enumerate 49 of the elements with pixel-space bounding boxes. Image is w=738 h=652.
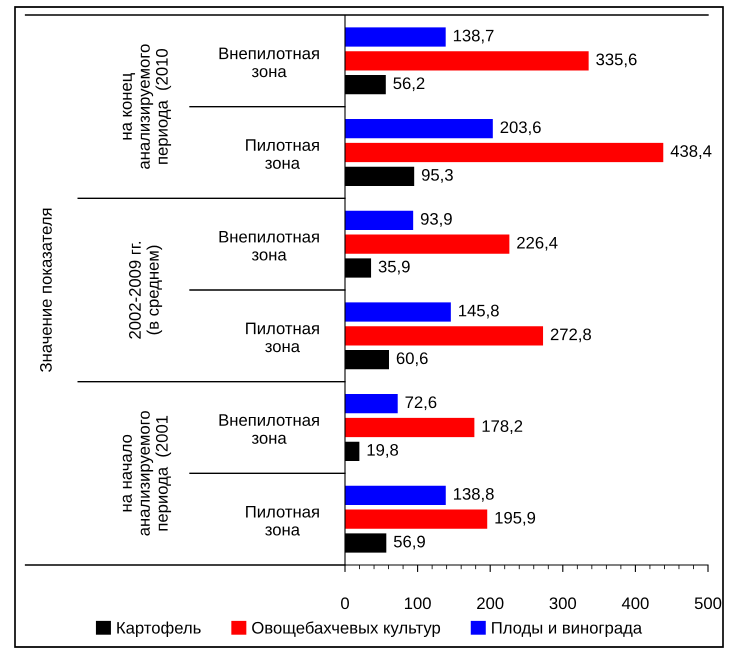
y-tick-label: Пилотная зона <box>246 322 319 352</box>
y-tick-label: Пилотная зона <box>246 506 319 536</box>
y-tick-label: Внепилотная зона <box>220 414 319 444</box>
data-label: 272,8 <box>550 328 591 342</box>
text: на конец анализируемого периода (2010 <box>122 44 172 169</box>
data-label: 178,2 <box>482 420 522 434</box>
data-label: 138,8 <box>454 488 494 502</box>
bar <box>345 27 446 47</box>
x-tick-label: 100 <box>404 597 431 610</box>
x-tick-label: 400 <box>622 597 649 610</box>
data-label: 19,8 <box>368 444 398 458</box>
bar <box>345 394 398 414</box>
x-tick-label: 200 <box>477 597 504 610</box>
bar <box>345 486 446 505</box>
legend-label: Картофель <box>117 621 201 637</box>
bar <box>345 326 544 346</box>
data-label: 195,9 <box>495 512 536 526</box>
data-label: 60,6 <box>396 352 428 366</box>
data-label: 145,8 <box>459 304 499 318</box>
text: на начало анализируемого периода (2001 <box>122 411 172 536</box>
bar <box>345 234 510 254</box>
y-tick-label: Внепилотная зона <box>220 48 319 78</box>
data-label: 138,7 <box>454 30 494 44</box>
legend-label: Плоды и винограда <box>492 622 642 637</box>
y-tick-label: Внепилотная зона <box>220 230 319 261</box>
data-label: 226,4 <box>517 236 558 251</box>
data-label: 95,3 <box>422 169 453 183</box>
data-label: 438,4 <box>670 145 712 159</box>
data-label: 56,2 <box>393 77 424 92</box>
text: 2002-2009 гг. (в среднем) <box>129 242 162 339</box>
legend-label: Овощебахчевых культур <box>252 621 440 637</box>
bar <box>345 418 474 438</box>
data-label: 35,9 <box>378 260 410 274</box>
bar <box>345 210 414 230</box>
bar <box>345 302 451 322</box>
data-label: 56,9 <box>394 536 425 550</box>
data-label: 93,9 <box>420 213 452 227</box>
bar <box>345 119 493 138</box>
bar <box>345 142 664 162</box>
data-label: 203,6 <box>500 121 541 136</box>
text: Значение показателя <box>40 208 52 372</box>
data-label: 335,6 <box>596 54 637 68</box>
x-tick-label: 0 <box>341 597 349 610</box>
data-label: 72,6 <box>406 396 436 410</box>
x-tick-label: 300 <box>550 597 576 610</box>
bar <box>345 510 488 529</box>
y-tick-label: Пилотная зона <box>246 139 319 169</box>
bar <box>345 51 589 70</box>
x-tick-label: 500 <box>694 597 722 610</box>
